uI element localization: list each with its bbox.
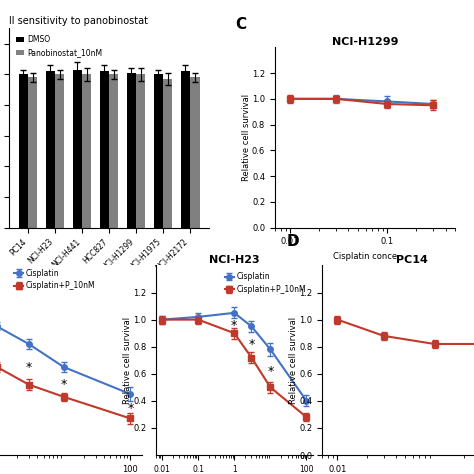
Bar — [82, 74, 91, 228]
Text: *: * — [248, 338, 255, 351]
Bar — [55, 74, 64, 228]
Legend: Cisplatin, Cisplatin+P_10nM: Cisplatin, Cisplatin+P_10nM — [222, 269, 309, 297]
Bar — [181, 71, 190, 228]
Title: NCI-H1299: NCI-H1299 — [332, 36, 398, 46]
Bar — [46, 71, 55, 228]
Bar — [154, 74, 163, 228]
Text: *: * — [26, 361, 32, 374]
Bar — [127, 73, 136, 228]
Y-axis label: Relative cell survival: Relative cell survival — [123, 317, 132, 404]
Text: *: * — [231, 319, 237, 332]
Bar — [73, 70, 82, 228]
Bar — [100, 71, 109, 228]
Text: C: C — [235, 18, 246, 32]
Text: *: * — [61, 378, 67, 391]
Bar — [163, 79, 173, 228]
Bar — [18, 74, 28, 228]
Bar — [190, 77, 200, 228]
Text: ll sensitivity to panobinostat: ll sensitivity to panobinostat — [9, 16, 148, 26]
Y-axis label: Relative cell survival: Relative cell survival — [289, 317, 298, 404]
Legend: DMSO, Panobinostat_10nM: DMSO, Panobinostat_10nM — [13, 32, 105, 60]
Bar — [136, 74, 146, 228]
Text: *: * — [128, 402, 134, 416]
Bar — [28, 77, 37, 228]
Legend: Cisplatin, Cisplatin+P_10nM: Cisplatin, Cisplatin+P_10nM — [11, 265, 98, 293]
Bar — [109, 74, 118, 228]
X-axis label: Cisplatin conce: Cisplatin conce — [333, 252, 397, 261]
Title: NCI-H23: NCI-H23 — [210, 255, 260, 264]
Y-axis label: Relative cell survival: Relative cell survival — [242, 94, 251, 181]
Text: *: * — [267, 365, 273, 378]
Text: D: D — [286, 235, 299, 249]
Title: PC14: PC14 — [396, 255, 428, 264]
